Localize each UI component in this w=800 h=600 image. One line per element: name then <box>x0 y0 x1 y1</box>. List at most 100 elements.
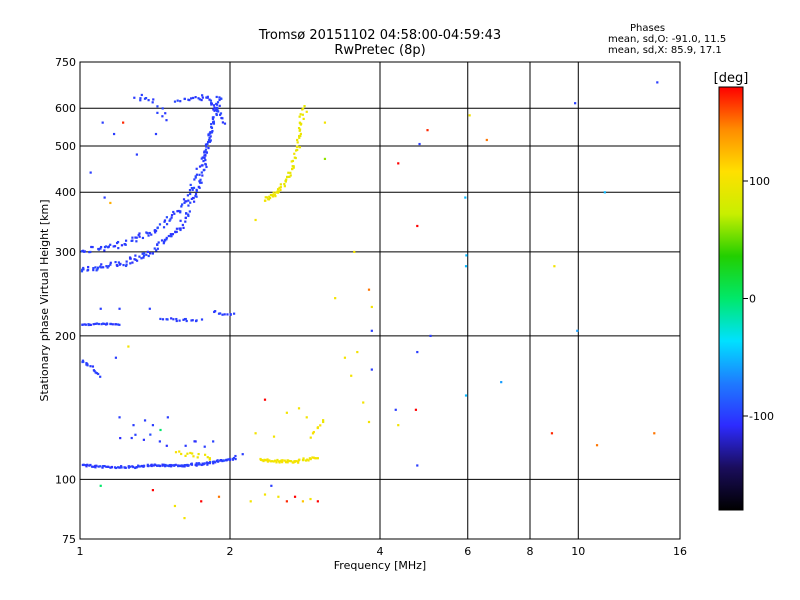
echo-point <box>190 97 193 100</box>
echo-point <box>550 432 554 435</box>
echo-point <box>183 201 186 204</box>
echo-point <box>140 257 143 260</box>
echo-point <box>283 459 286 462</box>
echo-point <box>124 243 127 246</box>
echo-point <box>181 203 184 206</box>
echo-point <box>284 179 287 182</box>
echo-point <box>193 200 196 203</box>
echo-point <box>210 103 213 106</box>
y-tick-label: 750 <box>55 56 76 69</box>
echo-point <box>226 313 229 316</box>
echo-point <box>295 460 298 463</box>
echo-point <box>190 197 193 201</box>
echo-point <box>290 160 293 163</box>
echo-point <box>206 463 209 466</box>
echo-point <box>263 459 267 462</box>
echo-point <box>113 466 117 469</box>
echo-point <box>298 121 301 124</box>
echo-point <box>151 489 155 492</box>
echo-point <box>223 122 227 125</box>
echo-point <box>272 191 275 194</box>
echo-point <box>285 178 288 181</box>
echo-point <box>190 186 193 190</box>
y-axis-ticks: 75 100 200 300 400 500 600 750 <box>55 56 76 546</box>
echo-point <box>302 107 305 110</box>
echo-point <box>219 312 222 315</box>
echo-point <box>216 101 220 104</box>
y-tick-label: 100 <box>55 473 76 486</box>
echo-point <box>94 464 97 468</box>
echo-point <box>134 258 137 261</box>
echo-point <box>553 265 556 268</box>
echo-point <box>198 463 201 466</box>
echo-point <box>107 465 110 468</box>
echo-point <box>86 463 89 466</box>
echo-point <box>210 126 214 129</box>
echo-point <box>272 460 275 463</box>
echo-point <box>179 100 182 103</box>
echo-point <box>204 143 208 146</box>
echo-point <box>183 517 186 520</box>
echo-point <box>107 265 110 268</box>
echo-point <box>134 236 137 239</box>
echo-point <box>465 254 468 257</box>
echo-point <box>294 149 298 152</box>
echo-point <box>186 452 189 455</box>
echo-point <box>302 457 305 460</box>
echo-point <box>296 460 300 463</box>
echo-point <box>141 252 144 255</box>
echo-point <box>185 319 188 323</box>
echo-point <box>212 108 215 111</box>
echo-point <box>305 110 308 113</box>
echo-point <box>162 226 166 229</box>
echo-point <box>276 188 280 191</box>
echo-point <box>281 461 284 464</box>
echo-point <box>177 465 180 468</box>
echo-point <box>196 456 199 459</box>
echo-point <box>113 245 117 248</box>
echo-point <box>207 134 210 137</box>
echo-point <box>195 319 198 322</box>
echo-point <box>139 99 142 102</box>
echo-point <box>217 460 220 463</box>
echo-point <box>303 105 306 108</box>
echo-point <box>142 256 145 259</box>
echo-point <box>81 268 84 271</box>
echo-point <box>190 319 193 322</box>
echo-point <box>309 457 312 461</box>
echo-point <box>135 236 138 239</box>
echo-point <box>116 323 120 326</box>
echo-point <box>200 318 204 321</box>
echo-point <box>334 297 337 300</box>
echo-point <box>187 213 190 216</box>
echo-point <box>207 146 210 150</box>
echo-point <box>198 165 202 168</box>
echo-point <box>119 262 122 265</box>
echo-point <box>111 323 114 326</box>
echo-point <box>94 371 97 374</box>
echo-point <box>296 141 299 144</box>
echo-point <box>166 416 169 419</box>
echo-point <box>183 464 186 467</box>
echo-point <box>97 248 101 251</box>
echo-point <box>99 245 103 249</box>
echo-point <box>103 464 106 468</box>
echo-point <box>227 458 230 461</box>
echo-point <box>103 322 106 325</box>
echo-point <box>195 462 198 465</box>
echo-point <box>163 220 166 223</box>
echo-point <box>178 319 181 322</box>
echo-point <box>206 461 209 465</box>
echo-point <box>298 115 301 118</box>
echo-point <box>94 322 97 325</box>
echo-point <box>139 465 142 468</box>
echo-point <box>191 188 194 191</box>
echo-point <box>102 266 105 269</box>
echo-point <box>301 459 305 462</box>
echo-point <box>215 95 218 99</box>
echo-point <box>273 193 276 197</box>
echo-point <box>208 136 211 140</box>
echo-point <box>323 157 327 161</box>
echo-point <box>485 138 488 142</box>
echo-point <box>173 100 177 103</box>
